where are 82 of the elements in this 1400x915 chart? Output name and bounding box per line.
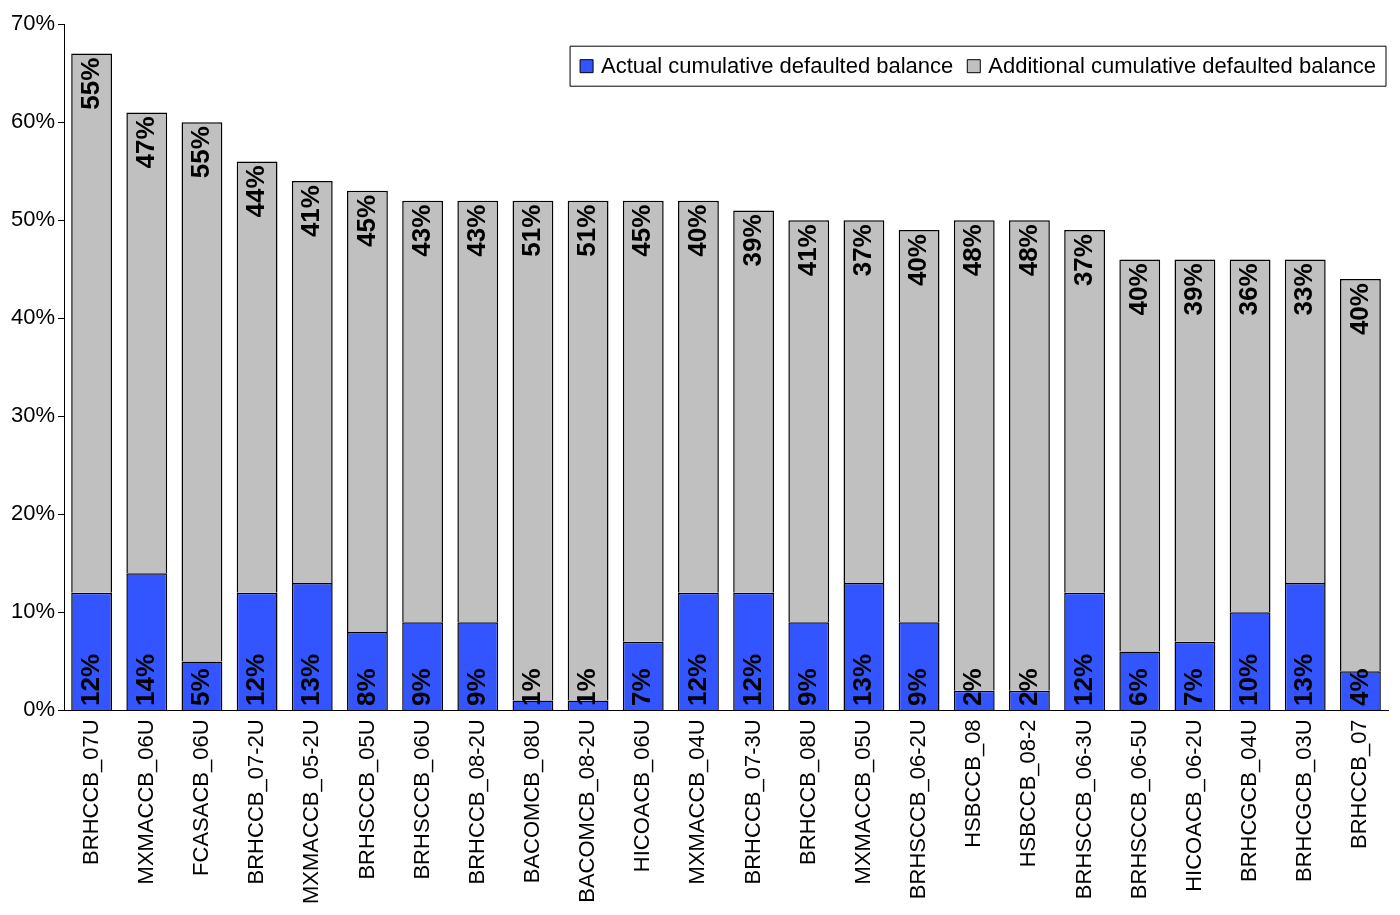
data-label: 51% <box>516 204 547 257</box>
data-label: 7% <box>1178 668 1209 706</box>
data-label: 13% <box>295 653 326 706</box>
data-label: 40% <box>1343 283 1374 336</box>
data-label: 14% <box>129 653 160 706</box>
data-label: 39% <box>1178 263 1209 316</box>
x-tick-label: BRHCGCB_03U <box>1291 719 1317 882</box>
x-tick-label: HICOACB_06U <box>629 719 655 873</box>
data-label: 41% <box>791 224 822 277</box>
data-label: 12% <box>736 653 767 706</box>
data-label: 55% <box>74 57 105 110</box>
y-tick-label: 50% <box>10 206 56 232</box>
y-tick-label: 40% <box>10 304 56 330</box>
data-label: 9% <box>902 668 933 706</box>
data-label: 43% <box>405 204 436 257</box>
x-tick-label: BRHCCB_07U <box>77 719 103 865</box>
data-label: 33% <box>1288 263 1319 316</box>
data-label: 51% <box>571 204 602 257</box>
data-label: 9% <box>791 668 822 706</box>
y-tick-label: 70% <box>10 10 56 36</box>
x-tick-label: BRHCCB_07-3U <box>739 719 765 885</box>
data-label: 36% <box>1233 263 1264 316</box>
y-tick-label: 20% <box>10 500 56 526</box>
data-label: 13% <box>1288 653 1319 706</box>
y-tick-label: 30% <box>10 402 56 428</box>
data-label: 10% <box>1233 653 1264 706</box>
data-label: 5% <box>185 668 216 706</box>
x-tick-label: BRHCCB_08-2U <box>463 719 489 885</box>
legend-label: Additional cumulative defaulted balance <box>988 53 1377 79</box>
data-label: 48% <box>1012 224 1043 277</box>
x-tick-label: BACOMCB_08U <box>519 719 544 884</box>
data-label: 44% <box>240 165 271 218</box>
x-tick-label: BRHSCCB_05U <box>353 719 379 880</box>
data-label: 12% <box>1067 653 1098 706</box>
data-label: 45% <box>626 204 657 257</box>
x-tick-label: HICOACB_06-2U <box>1180 719 1206 892</box>
data-label: 41% <box>295 185 326 238</box>
x-tick-label: BRHCCB_07 <box>1346 719 1372 849</box>
x-tick-label: HSBCCB_08 <box>960 719 986 848</box>
x-tick-label: BRHSCCB_06U <box>408 719 434 880</box>
data-label: 9% <box>405 668 436 706</box>
x-tick-label: MXMACCB_05-2U <box>298 719 324 904</box>
data-label: 40% <box>902 234 933 287</box>
data-label: 40% <box>681 204 712 257</box>
y-tick-label: 0% <box>23 696 56 722</box>
data-label: 37% <box>847 224 878 277</box>
x-tick-label: BRHSCCB_06-5U <box>1125 719 1151 900</box>
data-label: 37% <box>1067 234 1098 287</box>
x-tick-label: FCASACB_06U <box>188 719 214 876</box>
legend-label: Actual cumulative defaulted balance <box>601 53 954 79</box>
x-tick-label: BACOMCB_08-2U <box>574 719 600 903</box>
x-tick-label: BRHSCCB_06-3U <box>1070 719 1096 900</box>
data-label: 40% <box>1122 263 1153 316</box>
data-label: 43% <box>460 204 491 257</box>
data-label: 47% <box>129 116 160 169</box>
data-label: 55% <box>185 126 216 179</box>
data-label: 1% <box>516 668 547 706</box>
x-tick-label: BRHSCCB_06-2U <box>905 719 931 900</box>
data-label: 48% <box>957 224 988 277</box>
data-label: 4% <box>1343 668 1374 706</box>
x-tick-label: BRHCCB_07-2U <box>243 719 269 885</box>
data-label: 12% <box>681 653 712 706</box>
x-tick-label: HSBCCB_08-2 <box>1015 719 1041 868</box>
data-label: 12% <box>240 653 271 706</box>
data-label: 39% <box>736 214 767 267</box>
data-label: 13% <box>847 653 878 706</box>
data-label: 12% <box>74 653 105 706</box>
data-label: 8% <box>350 668 381 706</box>
data-label: 45% <box>350 194 381 247</box>
y-tick-label: 10% <box>10 598 56 624</box>
data-label: 6% <box>1122 668 1153 706</box>
data-label: 7% <box>626 668 657 706</box>
y-tick-label: 60% <box>10 108 56 134</box>
x-tick-label: BRHCGCB_04U <box>1236 719 1262 882</box>
x-tick-label: MXMACCB_06U <box>132 719 158 885</box>
data-label: 1% <box>571 668 602 706</box>
x-tick-label: MXMACCB_05U <box>849 719 875 885</box>
data-label: 2% <box>1012 668 1043 706</box>
data-label: 2% <box>957 668 988 706</box>
x-tick-label: BRHCCB_08U <box>794 719 820 865</box>
x-tick-label: MXMACCB_04U <box>684 719 710 885</box>
data-label: 9% <box>460 668 491 706</box>
